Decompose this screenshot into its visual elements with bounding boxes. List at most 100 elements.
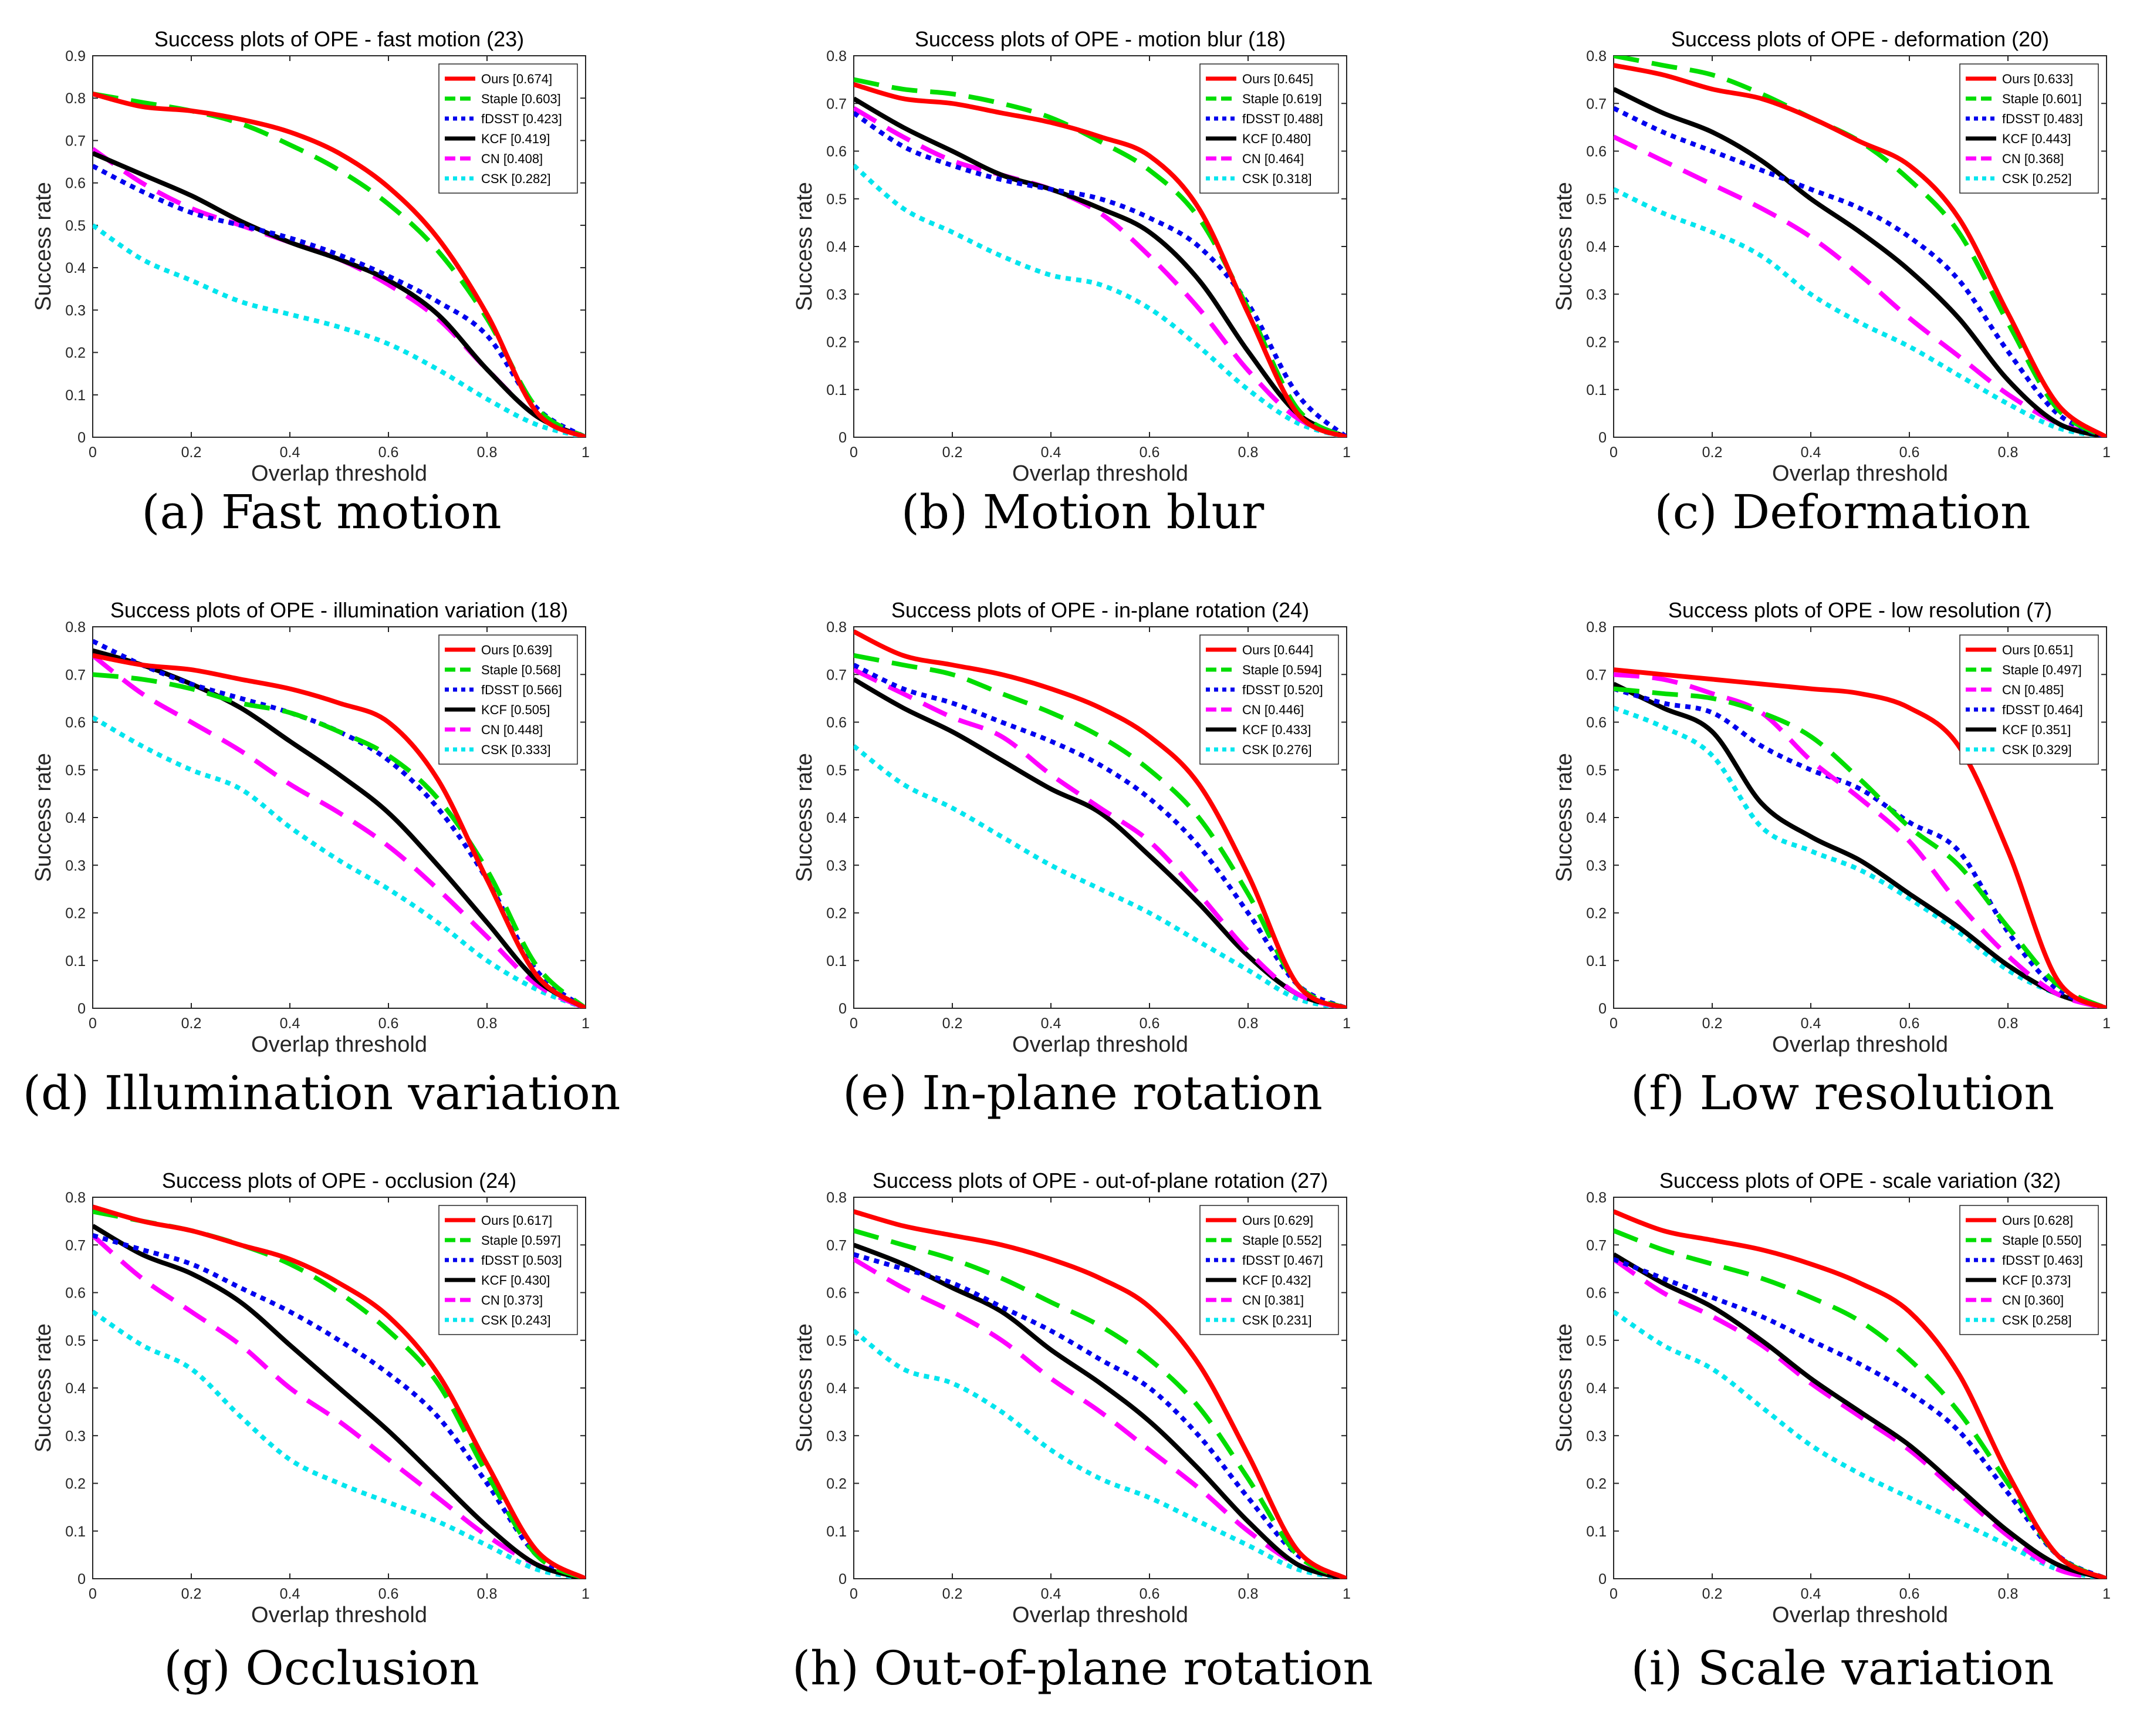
series-line-staple <box>854 653 1347 1008</box>
legend-entry-ours: Ours [0.651] <box>2002 643 2073 657</box>
series-line-ours <box>854 629 1347 1008</box>
series-line-staple <box>1614 686 2107 1008</box>
y-tick-label: 0 <box>77 430 86 446</box>
legend-entry-kcf: KCF [0.505] <box>481 702 550 717</box>
legend-box <box>1199 63 1339 194</box>
y-tick-label: 0.5 <box>1586 1333 1607 1349</box>
x-tick-label: 0.2 <box>1702 1015 1723 1032</box>
x-axis-label: Overlap threshold <box>1772 1032 1948 1057</box>
y-tick-label: 0.8 <box>826 619 847 636</box>
x-tick-label: 0 <box>850 444 858 461</box>
chart-panel-g-occlusion: Success plots of OPE - occlusion (24) 0 0.… <box>31 1168 590 1696</box>
x-tick-label: 0.2 <box>1702 1586 1723 1602</box>
y-tick-label: 0.6 <box>1586 144 1607 160</box>
y-tick-label: 0.6 <box>1586 715 1607 731</box>
series-line-ours <box>1614 667 2107 1008</box>
series-line-kcf <box>1614 1252 2107 1579</box>
series-line-csk <box>854 1329 1347 1579</box>
legend-box <box>1959 63 2099 194</box>
y-axis-label: Success rate <box>31 753 56 882</box>
x-tick-label: 0.2 <box>181 444 202 461</box>
series-line-ours <box>854 82 1347 437</box>
y-tick-label: 0.4 <box>826 1380 847 1397</box>
y-tick-label: 0.4 <box>826 239 847 255</box>
series-line-ours <box>1614 1209 2107 1579</box>
series-line-kcf <box>1614 681 2107 1008</box>
y-tick-label: 0 <box>1598 1001 1607 1017</box>
legend-entry-csk: CSK [0.333] <box>481 742 551 757</box>
panel-caption: (d) Illumination variation <box>23 1066 621 1120</box>
chart-title: Success plots of OPE - occlusion (24) <box>162 1168 516 1193</box>
legend-entry-csk: CSK [0.318] <box>1242 171 1312 186</box>
series-line-kcf <box>854 96 1347 437</box>
x-tick-label: 0.4 <box>280 1015 300 1032</box>
series-line-csk <box>854 163 1347 437</box>
x-tick-label: 0.6 <box>378 444 399 461</box>
chart-title: Success plots of OPE - deformation (20) <box>1671 27 2049 51</box>
y-tick-label: 0 <box>839 430 847 446</box>
legend-entry-cn: CN [0.360] <box>2002 1293 2064 1308</box>
series-line-ours <box>1614 63 2107 437</box>
x-tick-label: 0.8 <box>1238 1015 1259 1032</box>
chart-title: Success plots of OPE - low resolution (7… <box>1668 598 2052 622</box>
y-tick-label: 0.8 <box>1586 48 1607 65</box>
y-tick-label: 0.5 <box>826 762 847 779</box>
panel-caption: (a) Fast motion <box>141 485 501 539</box>
panel-caption: (b) Motion blur <box>901 485 1265 539</box>
legend-entry-staple: Staple [0.568] <box>481 663 561 677</box>
x-tick-label: 0.6 <box>378 1015 399 1032</box>
x-tick-label: 0.4 <box>280 1586 300 1602</box>
y-tick-label: 0.6 <box>826 144 847 160</box>
chart-title: Success plots of OPE - scale variation (… <box>1659 1168 2061 1193</box>
legend-entry-fdsst: fDSST [0.467] <box>1242 1253 1323 1268</box>
legend-entry-cn: CN [0.381] <box>1242 1293 1304 1308</box>
legend-entry-kcf: KCF [0.480] <box>1242 131 1311 146</box>
y-tick-label: 0.4 <box>65 260 86 276</box>
series-line-fdsst <box>93 639 586 1008</box>
y-tick-label: 0.6 <box>826 1285 847 1302</box>
chart-panel-e-in-plane-rotation: Success plots of OPE - in-plane rotation… <box>792 598 1351 1120</box>
x-tick-label: 0 <box>89 1015 97 1032</box>
series-line-csk <box>1614 187 2107 437</box>
series-line-fdsst <box>854 663 1347 1008</box>
y-tick-label: 0.4 <box>1586 1380 1607 1397</box>
series-line-fdsst <box>1614 106 2107 437</box>
series-line-fdsst <box>93 1233 586 1579</box>
x-tick-label: 0.8 <box>1238 444 1259 461</box>
legend-entry-cn: CN [0.408] <box>481 151 543 166</box>
x-tick-label: 0.4 <box>280 444 300 461</box>
x-tick-label: 0.8 <box>1238 1586 1259 1602</box>
y-tick-label: 0.1 <box>826 1524 847 1540</box>
y-tick-label: 0.8 <box>65 619 86 636</box>
legend-entry-csk: CSK [0.276] <box>1242 742 1312 757</box>
legend-entry-kcf: KCF [0.433] <box>1242 722 1311 737</box>
x-tick-label: 0.2 <box>942 444 963 461</box>
legend: Ours [0.629] Staple [0.552] fDSST [0.467] K… <box>1199 1205 1339 1335</box>
series-line-fdsst <box>854 1252 1347 1579</box>
y-tick-label: 0.2 <box>826 1476 847 1492</box>
y-tick-label: 0.3 <box>826 286 847 303</box>
y-tick-label: 0.7 <box>1586 96 1607 112</box>
legend-entry-kcf: KCF [0.351] <box>2002 722 2071 737</box>
series-line-cn <box>854 106 1347 437</box>
series-line-ours <box>854 1209 1347 1579</box>
series-line-ours <box>93 92 586 437</box>
series-line-cn <box>1614 1257 2107 1579</box>
y-tick-label: 0.7 <box>65 133 86 149</box>
y-tick-label: 0.2 <box>826 335 847 351</box>
y-tick-label: 0.7 <box>65 667 86 683</box>
y-tick-label: 0.2 <box>65 345 86 362</box>
x-tick-label: 0.4 <box>1801 1586 1821 1602</box>
series-line-csk <box>1614 705 2107 1008</box>
y-axis-label: Success rate <box>792 182 817 311</box>
chart-title: Success plots of OPE - motion blur (18) <box>915 27 1286 51</box>
y-tick-label: 0.1 <box>1586 1524 1607 1540</box>
y-tick-label: 0.5 <box>826 1333 847 1349</box>
legend-entry-fdsst: fDSST [0.503] <box>481 1253 562 1268</box>
legend-entry-kcf: KCF [0.430] <box>481 1273 550 1288</box>
y-tick-label: 0.7 <box>65 1237 86 1254</box>
y-tick-label: 0.2 <box>1586 1476 1607 1492</box>
y-tick-label: 0.2 <box>826 906 847 922</box>
y-tick-label: 0.3 <box>1586 1428 1607 1444</box>
